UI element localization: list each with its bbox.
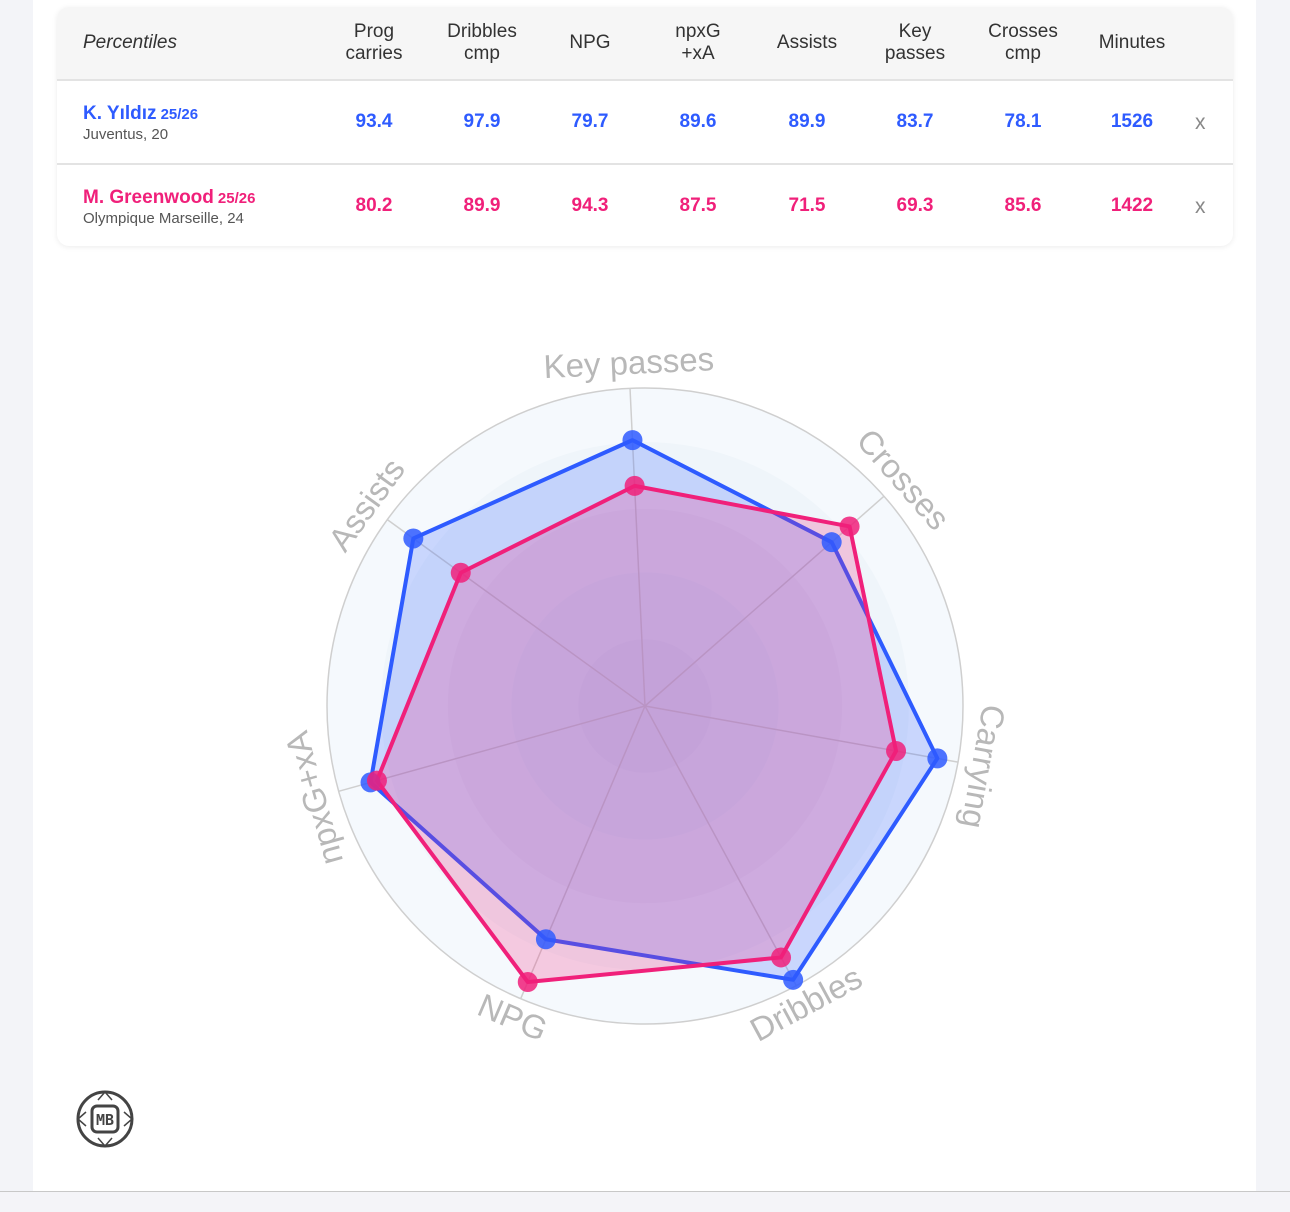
data-point xyxy=(517,972,538,993)
table-cell: 83.7 xyxy=(896,111,934,132)
data-point xyxy=(783,969,804,990)
axis-line xyxy=(519,705,646,999)
table-cell: 78.1 xyxy=(1004,111,1042,132)
column-header[interactable]: npxG +xA xyxy=(675,21,721,64)
table-cell: 80.2 xyxy=(355,195,393,216)
table-row: K. Yıldız 25/26 Juventus, 20 x 93.4 97.9 79… xyxy=(57,81,1233,165)
player-season: 25/26 xyxy=(217,190,256,207)
data-point xyxy=(771,947,792,968)
column-header[interactable]: Assists xyxy=(776,32,838,53)
table-cell: 93.4 xyxy=(355,111,393,132)
axis-line xyxy=(644,705,797,987)
column-header[interactable]: NPG xyxy=(569,32,611,53)
table-cell: 94.3 xyxy=(571,195,609,216)
column-header[interactable]: Prog carries xyxy=(345,21,403,64)
percentiles-table: Percentiles Prog carries Dribbles cmp NPG n… xyxy=(57,7,1233,246)
player-season: 25/26 xyxy=(160,106,199,123)
data-point xyxy=(821,532,842,553)
data-point xyxy=(839,516,860,537)
table-cell: 89.6 xyxy=(679,111,717,132)
data-point xyxy=(450,562,471,583)
data-point xyxy=(366,770,387,791)
table-cell: 87.5 xyxy=(679,195,717,216)
table-header: Percentiles Prog carries Dribbles cmp NPG n… xyxy=(57,7,1233,81)
table-cell: 85.6 xyxy=(1004,195,1042,216)
table-cell: 89.9 xyxy=(463,195,501,216)
table-row: M. Greenwood 25/26 Olympique Marseille, 2… xyxy=(57,165,1233,246)
data-point xyxy=(886,740,907,761)
data-point xyxy=(535,929,556,950)
remove-player-button[interactable]: x xyxy=(1195,111,1206,134)
table-cell: 1422 xyxy=(1110,195,1154,216)
column-header[interactable]: Crosses cmp xyxy=(988,21,1058,64)
data-point xyxy=(622,430,643,451)
player-name-text: K. Yıldız xyxy=(83,103,157,124)
svg-text:MB: MB xyxy=(96,1111,114,1129)
header-percentiles: Percentiles xyxy=(83,32,177,53)
mb-logo: MB xyxy=(76,1090,134,1148)
player-name[interactable]: K. Yıldız 25/26 xyxy=(83,103,198,125)
player-name-text: M. Greenwood xyxy=(83,187,214,208)
table-cell: 97.9 xyxy=(463,111,501,132)
data-point xyxy=(624,475,645,496)
data-point xyxy=(403,528,424,549)
table-cell: 71.5 xyxy=(788,195,826,216)
player-club: Olympique Marseille, 24 xyxy=(83,210,244,227)
table-cell: 79.7 xyxy=(571,111,609,132)
series-area-greenwood xyxy=(374,483,899,985)
table-cell: 89.9 xyxy=(788,111,826,132)
column-header[interactable]: Key passes xyxy=(884,21,946,64)
data-point xyxy=(927,748,948,769)
column-header[interactable]: Minutes xyxy=(1098,32,1166,53)
bottom-section xyxy=(0,1191,1290,1212)
series-area-yildiz xyxy=(368,438,940,982)
axis-label: Key passes xyxy=(543,340,715,385)
axis-line xyxy=(338,705,646,793)
player-name[interactable]: M. Greenwood 25/26 xyxy=(83,187,255,209)
column-header[interactable]: Dribbles cmp xyxy=(447,21,517,64)
table-cell: 1526 xyxy=(1110,111,1154,132)
table-cell: 69.3 xyxy=(896,195,934,216)
axis-line xyxy=(386,519,646,707)
remove-player-button[interactable]: x xyxy=(1195,195,1206,218)
player-club: Juventus, 20 xyxy=(83,126,169,143)
